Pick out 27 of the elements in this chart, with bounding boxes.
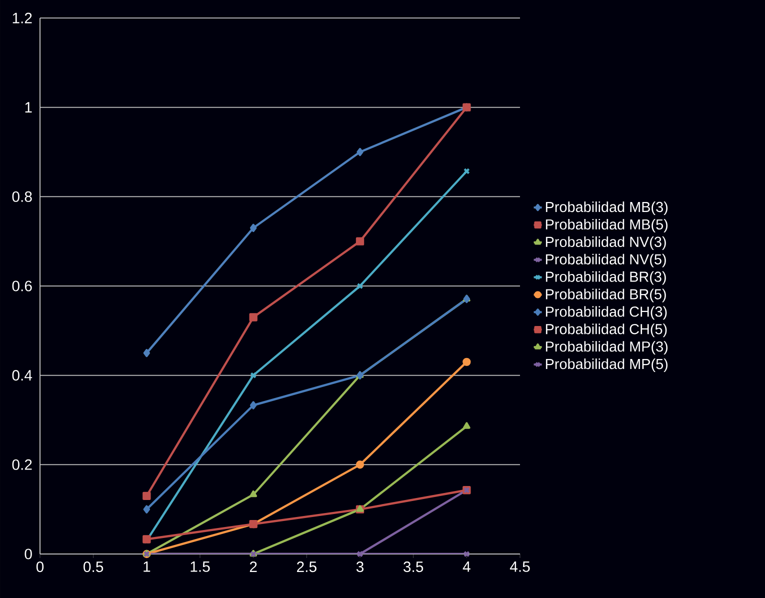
x-tick-label: 3 xyxy=(356,562,364,572)
x-tick-label: 1 xyxy=(144,562,150,572)
y-tick-label: 0.2 xyxy=(12,459,32,470)
legend-label: Probabilidad CH(3) xyxy=(546,306,667,320)
x-tick-label: 2.5 xyxy=(297,562,316,572)
y-tick-label: 0.6 xyxy=(12,280,32,292)
legend-label: Probabilidad MB(3) xyxy=(546,201,668,215)
y-tick-label: 1 xyxy=(25,102,32,112)
x-tick-label: 3.5 xyxy=(404,562,424,572)
y-tick-label: 0 xyxy=(24,548,32,560)
x-tick-label: 4.5 xyxy=(510,562,530,572)
legend-label: Probabilidad BR(3) xyxy=(546,271,666,285)
legend-label: Probabilidad MB(5) xyxy=(546,218,668,232)
y-tick-label: 1.2 xyxy=(12,12,32,24)
legend-label: Probabilidad MP(3) xyxy=(546,341,668,355)
y-tick-label: 0.8 xyxy=(12,191,32,202)
x-tick-label: 4 xyxy=(462,562,470,572)
x-tick-label: 0 xyxy=(36,562,44,572)
x-tick-label: 0.5 xyxy=(84,562,104,572)
legend-label: Probabilidad CH(5) xyxy=(546,324,667,338)
x-tick-label: 1.5 xyxy=(190,562,210,572)
legend-label: Probabilidad MP(5) xyxy=(546,358,668,372)
y-tick-label: 0.4 xyxy=(12,370,32,381)
legend-label: Probabilidad BR(5) xyxy=(546,288,666,302)
x-tick-label: 2 xyxy=(250,562,257,572)
legend-label: Probabilidad NV(3) xyxy=(546,236,666,250)
legend-label: Probabilidad NV(5) xyxy=(546,254,666,268)
